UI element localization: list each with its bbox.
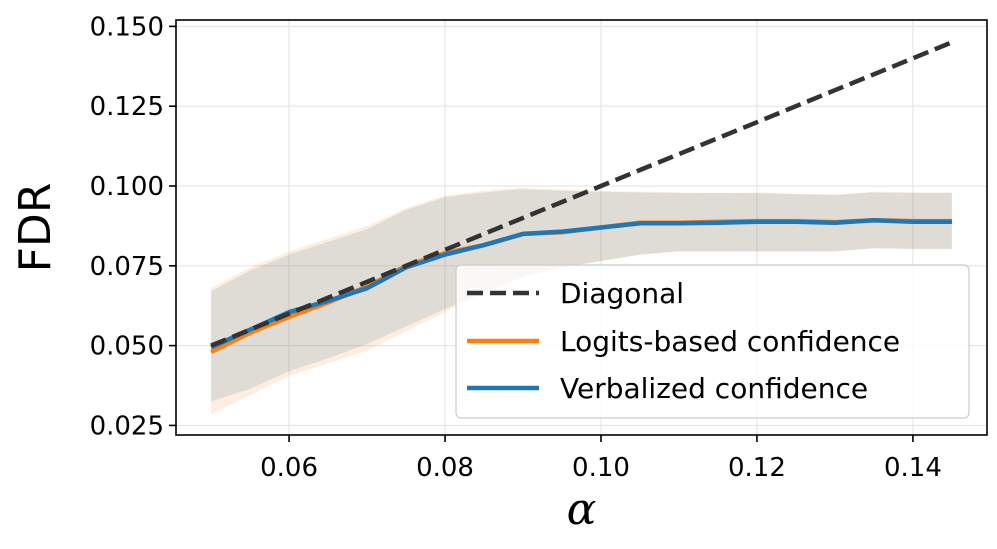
- x-tick-label-4: 0.14: [884, 453, 942, 483]
- y-tick-label-1: 0.050: [90, 332, 164, 362]
- x-tick-label-2: 0.10: [572, 453, 630, 483]
- series-line-2: [210, 217, 952, 350]
- series-lines: [210, 40, 953, 355]
- axes-frame: [175, 19, 988, 436]
- y-tick-label-2: 0.075: [90, 252, 164, 282]
- legend-label-diagonal: Diagonal: [560, 277, 684, 310]
- y-axis-label: FDR: [10, 183, 61, 273]
- x-tick-label-3: 0.12: [728, 453, 786, 483]
- legend-label-verbalized: Verbalized confidence: [560, 372, 868, 405]
- y-tick-label-3: 0.100: [90, 172, 164, 202]
- grid: [176, 20, 987, 435]
- legend-box: [455, 264, 970, 419]
- confidence-bands: [211, 187, 952, 415]
- axis-ticks: 0.06 0.08 0.10 0.12 0.14 0.025 0.050 0.075 0.100…: [90, 12, 942, 483]
- band-1: [211, 187, 952, 415]
- legend-label-logits-based: Logits-based confidence: [560, 325, 900, 358]
- band-2: [211, 189, 952, 402]
- x-tick-label-1: 0.08: [416, 453, 474, 483]
- y-tick-label-0: 0.025: [90, 411, 164, 441]
- x-axis-label: α: [567, 484, 597, 535]
- x-tick-label-0: 0.06: [260, 453, 318, 483]
- series-line-0: [210, 40, 953, 348]
- y-tick-label-4: 0.125: [90, 92, 164, 122]
- legend: Diagonal Logits-based confidence Verbali…: [455, 264, 970, 419]
- y-tick-label-5: 0.150: [90, 12, 164, 42]
